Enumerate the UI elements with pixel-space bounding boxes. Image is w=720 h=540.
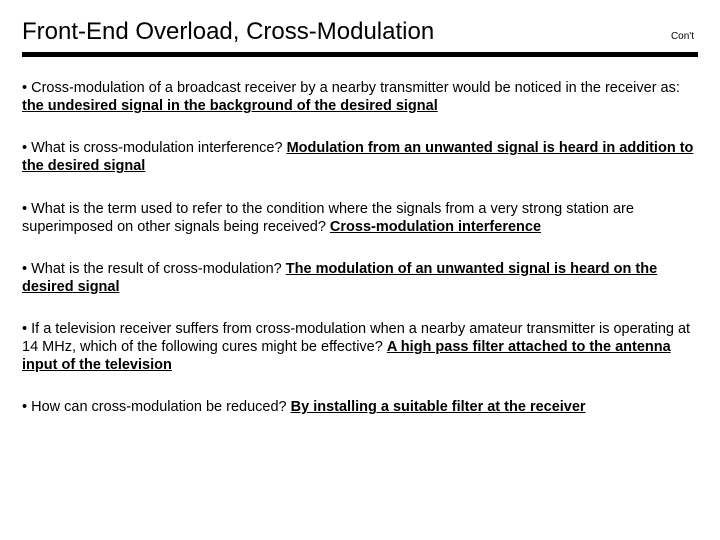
slide-container: Front-End Overload, Cross-Modulation Con… <box>0 0 720 435</box>
bullet-prefix: • What is the term used to refer to the … <box>22 201 634 235</box>
bullet-emphasis: the undesired signal in the background o… <box>22 98 438 114</box>
bullet-prefix: • Cross-modulation of a broadcast receiv… <box>22 80 680 96</box>
bullet-list: • Cross-modulation of a broadcast receiv… <box>22 79 698 417</box>
bullet-prefix: • What is cross-modulation interference? <box>22 140 287 156</box>
bullet-emphasis: Cross-modulation interference <box>330 219 541 235</box>
bullet-prefix: • What is the result of cross-modulation… <box>22 261 286 277</box>
title-rule <box>22 52 698 57</box>
bullet-item: • What is the result of cross-modulation… <box>22 260 698 296</box>
bullet-item: • What is the term used to refer to the … <box>22 200 698 236</box>
bullet-item: • How can cross-modulation be reduced? B… <box>22 398 698 416</box>
bullet-item: • What is cross-modulation interference?… <box>22 139 698 175</box>
bullet-prefix: • How can cross-modulation be reduced? <box>22 399 291 415</box>
continuation-label: Con't <box>671 31 698 42</box>
slide-header: Front-End Overload, Cross-Modulation Con… <box>22 18 698 46</box>
slide-title: Front-End Overload, Cross-Modulation <box>22 18 434 46</box>
bullet-item: • Cross-modulation of a broadcast receiv… <box>22 79 698 115</box>
bullet-emphasis: By installing a suitable filter at the r… <box>291 399 586 415</box>
bullet-item: • If a television receiver suffers from … <box>22 320 698 374</box>
